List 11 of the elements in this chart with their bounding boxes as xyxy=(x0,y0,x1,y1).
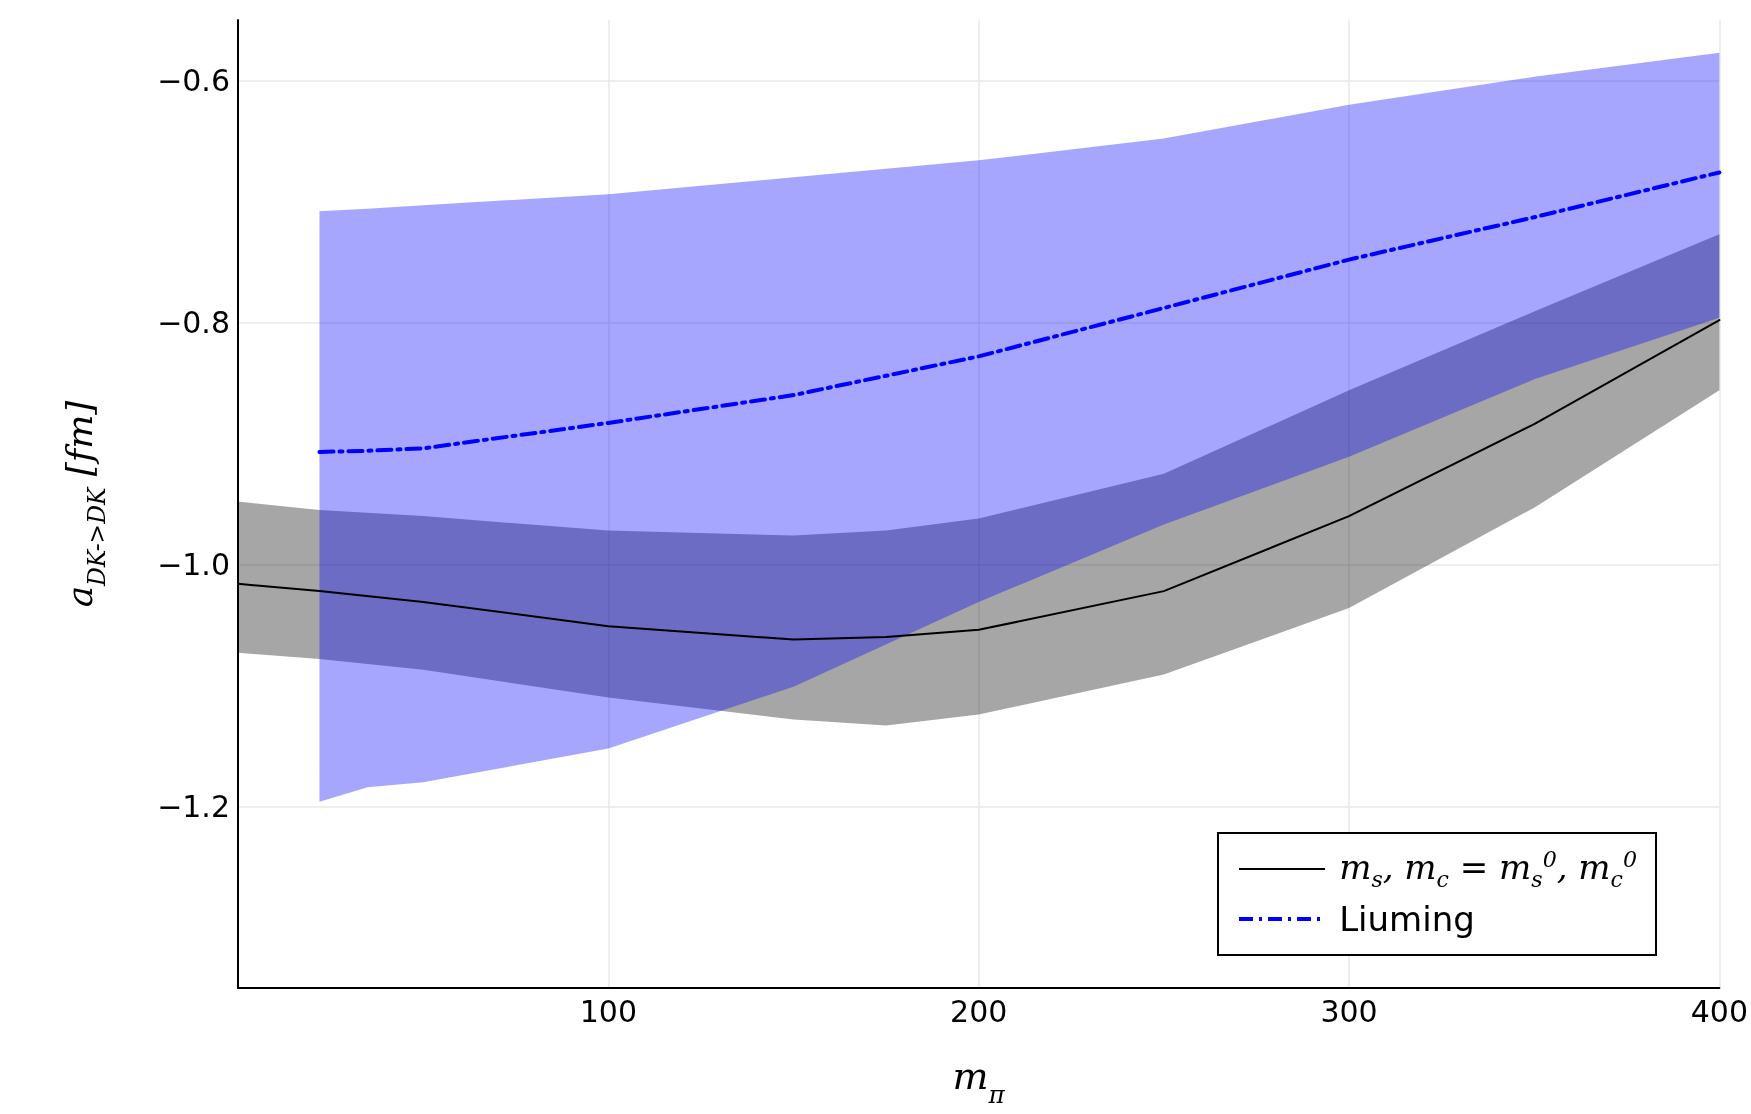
x-tick-label: 400 xyxy=(1690,993,1748,1029)
x-tick-label: 100 xyxy=(579,993,637,1029)
y-tick-label: −1.2 xyxy=(157,789,230,824)
x-tick-label: 300 xyxy=(1320,993,1378,1029)
y-tick-label: −1.0 xyxy=(157,547,230,582)
x-tick-label: 200 xyxy=(950,993,1008,1029)
line-series xyxy=(317,170,1722,454)
y-tick-label: −0.8 xyxy=(157,305,230,340)
legend-label: Liuming xyxy=(1339,899,1475,939)
y-axis-title: aDK->DK [fm] xyxy=(58,399,111,608)
y-tick-label: −0.6 xyxy=(157,63,230,98)
